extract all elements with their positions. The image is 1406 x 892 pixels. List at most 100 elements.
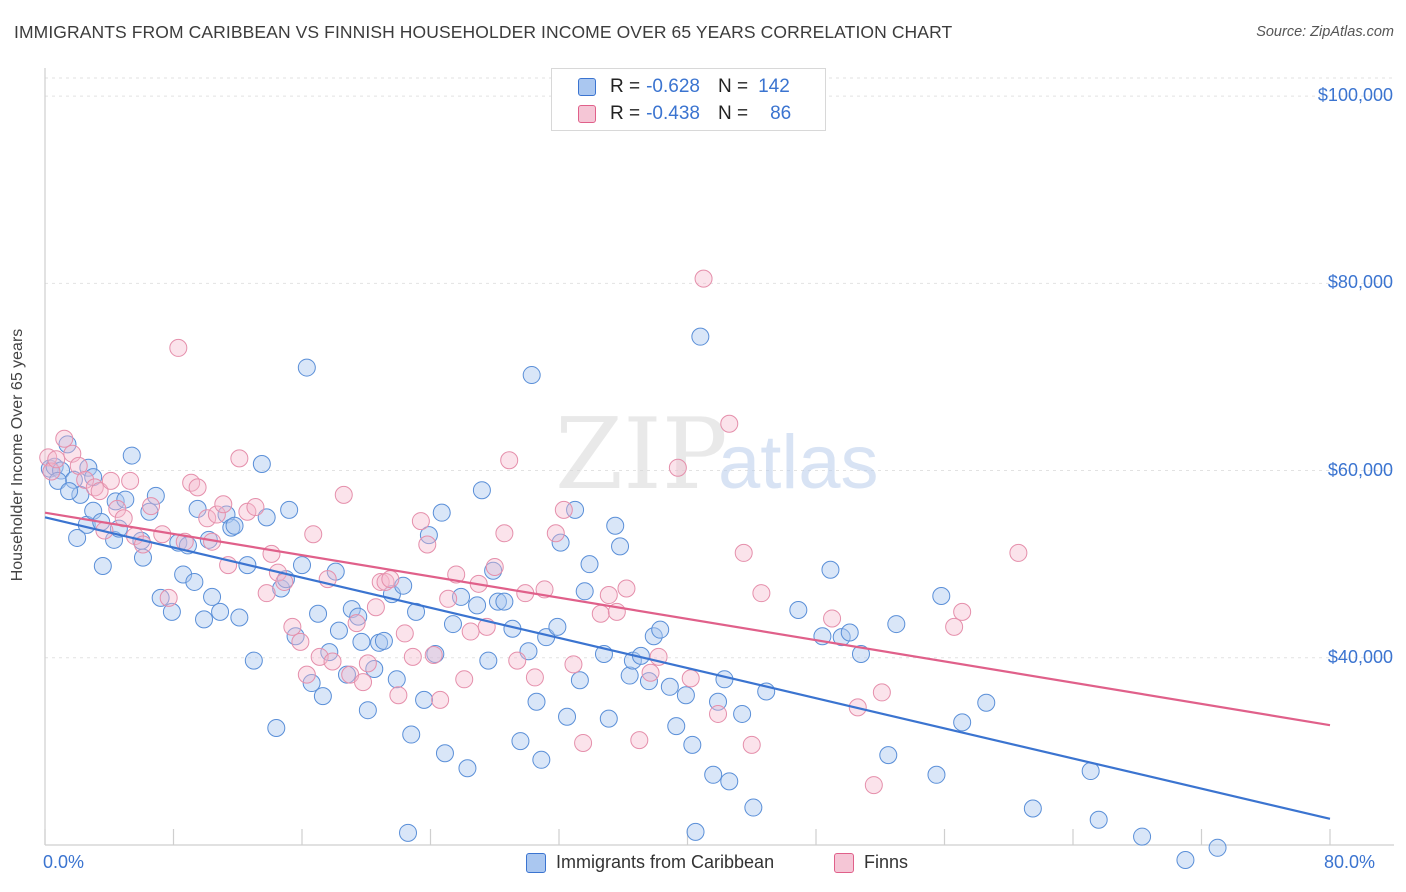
legend-n-value: 86 xyxy=(770,103,792,124)
data-point xyxy=(455,670,474,689)
legend-item-finns[interactable]: Finns xyxy=(834,852,908,873)
data-point xyxy=(485,557,504,576)
data-point xyxy=(347,614,366,633)
data-point xyxy=(211,602,230,621)
legend-n-label: N = xyxy=(717,76,749,97)
data-point xyxy=(402,725,421,744)
data-point xyxy=(1023,799,1042,818)
data-point xyxy=(823,609,842,628)
data-point xyxy=(198,509,217,528)
data-point xyxy=(93,557,112,576)
data-point xyxy=(720,772,739,791)
data-point xyxy=(591,604,610,623)
chart-title: IMMIGRANTS FROM CARIBBEAN VS FINNISH HOU… xyxy=(14,22,953,42)
y-tick-label: $100,000 xyxy=(1317,85,1393,106)
data-point xyxy=(733,704,752,723)
data-point xyxy=(60,482,79,501)
data-point xyxy=(660,677,679,696)
data-point xyxy=(159,588,178,607)
data-point xyxy=(606,516,625,535)
data-point xyxy=(683,735,702,754)
data-point xyxy=(641,663,660,682)
data-point xyxy=(953,602,972,621)
data-point xyxy=(508,651,527,670)
data-point xyxy=(52,461,71,480)
data-point xyxy=(715,670,734,689)
data-point xyxy=(195,610,214,629)
legend-n-label: N = xyxy=(717,103,749,124)
data-point xyxy=(686,822,705,841)
data-point xyxy=(574,733,593,752)
data-point xyxy=(546,524,565,543)
data-point xyxy=(419,526,438,545)
data-point xyxy=(734,543,753,562)
data-point xyxy=(945,617,964,636)
data-point xyxy=(527,692,546,711)
legend-swatch-finns xyxy=(834,852,854,873)
legend-label-caribbean: Immigrants from Caribbean xyxy=(556,852,775,872)
data-point xyxy=(651,620,670,639)
data-point xyxy=(42,462,61,481)
data-point xyxy=(840,623,859,642)
data-point xyxy=(214,495,233,514)
data-point xyxy=(479,651,498,670)
data-point xyxy=(399,823,418,842)
data-point xyxy=(548,617,567,636)
data-point xyxy=(411,512,430,531)
data-point xyxy=(101,471,120,490)
data-point xyxy=(352,632,371,651)
axes xyxy=(44,68,1394,846)
data-point xyxy=(323,652,342,671)
data-point xyxy=(644,627,663,646)
data-point xyxy=(374,631,393,650)
data-point xyxy=(564,655,583,674)
data-point xyxy=(354,673,373,692)
data-point xyxy=(551,533,570,552)
data-point xyxy=(182,473,201,492)
legend-r-value: -0.628 xyxy=(646,76,700,97)
data-point xyxy=(55,429,74,448)
data-point xyxy=(1133,827,1152,846)
data-point xyxy=(230,608,249,627)
data-point xyxy=(267,718,286,737)
data-point xyxy=(617,579,636,598)
data-point xyxy=(1009,543,1028,562)
data-point xyxy=(203,587,222,606)
data-point xyxy=(257,508,276,527)
data-point xyxy=(90,482,109,501)
data-point xyxy=(58,435,77,454)
data-point xyxy=(291,632,310,651)
data-point xyxy=(575,582,594,601)
data-point xyxy=(257,584,276,603)
source-label: Source: ZipAtlas.com xyxy=(1256,24,1394,40)
data-point xyxy=(122,446,141,465)
data-point xyxy=(304,525,323,544)
data-point xyxy=(676,686,695,705)
data-point xyxy=(525,668,544,687)
data-point xyxy=(185,572,204,591)
x-tick-min: 0.0% xyxy=(43,852,85,872)
data-point xyxy=(495,592,514,611)
data-point xyxy=(468,596,487,615)
data-point xyxy=(570,671,589,690)
data-point xyxy=(953,713,972,732)
data-point xyxy=(403,647,422,666)
data-point xyxy=(620,666,639,685)
data-point xyxy=(431,690,450,709)
data-point xyxy=(293,556,311,575)
data-point xyxy=(207,505,226,524)
data-point xyxy=(387,670,406,689)
legend-swatch-blue xyxy=(578,78,596,96)
data-point xyxy=(225,516,244,535)
data-point xyxy=(744,798,763,817)
legend-item-caribbean[interactable]: Immigrants from Caribbean xyxy=(526,852,774,873)
data-point xyxy=(694,269,713,288)
data-point xyxy=(439,589,458,608)
data-point xyxy=(48,471,67,490)
data-point xyxy=(932,586,951,605)
y-tick-label: $80,000 xyxy=(1327,272,1393,293)
data-point xyxy=(169,338,188,357)
data-point xyxy=(630,731,649,750)
data-point xyxy=(435,744,454,763)
data-point xyxy=(424,645,443,664)
